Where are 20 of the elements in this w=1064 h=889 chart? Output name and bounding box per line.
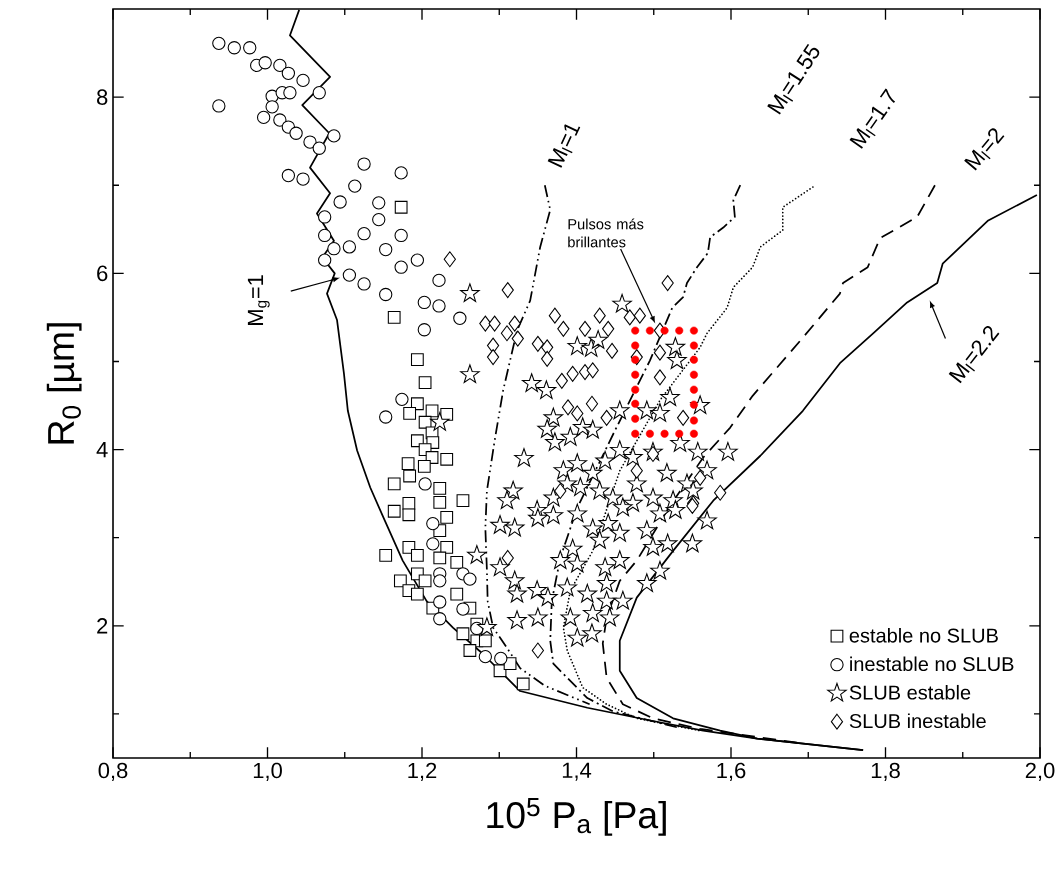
y-tick-label: 2 [97,618,108,634]
y-tick-label: 4 [96,442,108,458]
x-tick-label: 2,0 [1025,762,1055,781]
x-tick-label: 1,2 [408,762,437,781]
x-tick-label: 1,8 [871,762,900,781]
annotation: Pulsos más brillantes [568,218,644,248]
legend-label: SLUB inestable [849,713,986,729]
x-tick-label: 0,8 [98,762,128,781]
x-axis-title: 10$^{5}$ P$_{a}$ [Pa] [487,798,666,836]
y-tick-label: 6 [97,265,108,282]
legend-label: estable no SLUB [849,627,998,643]
annotation: M$_{g}$=1 [247,275,270,325]
x-tick-label: 1,4 [562,762,592,781]
x-tick-label: 1,0 [253,762,282,781]
legend-label: SLUB estable [849,684,971,700]
y-axis-title: R$_{0}$ [µm] [46,323,82,444]
annotation: M$_{l}$=1 [547,124,581,168]
x-tick-label: 1,6 [717,762,746,781]
legend-label: inestable no SLUB [850,656,1014,672]
y-tick-label: 8 [97,89,108,105]
